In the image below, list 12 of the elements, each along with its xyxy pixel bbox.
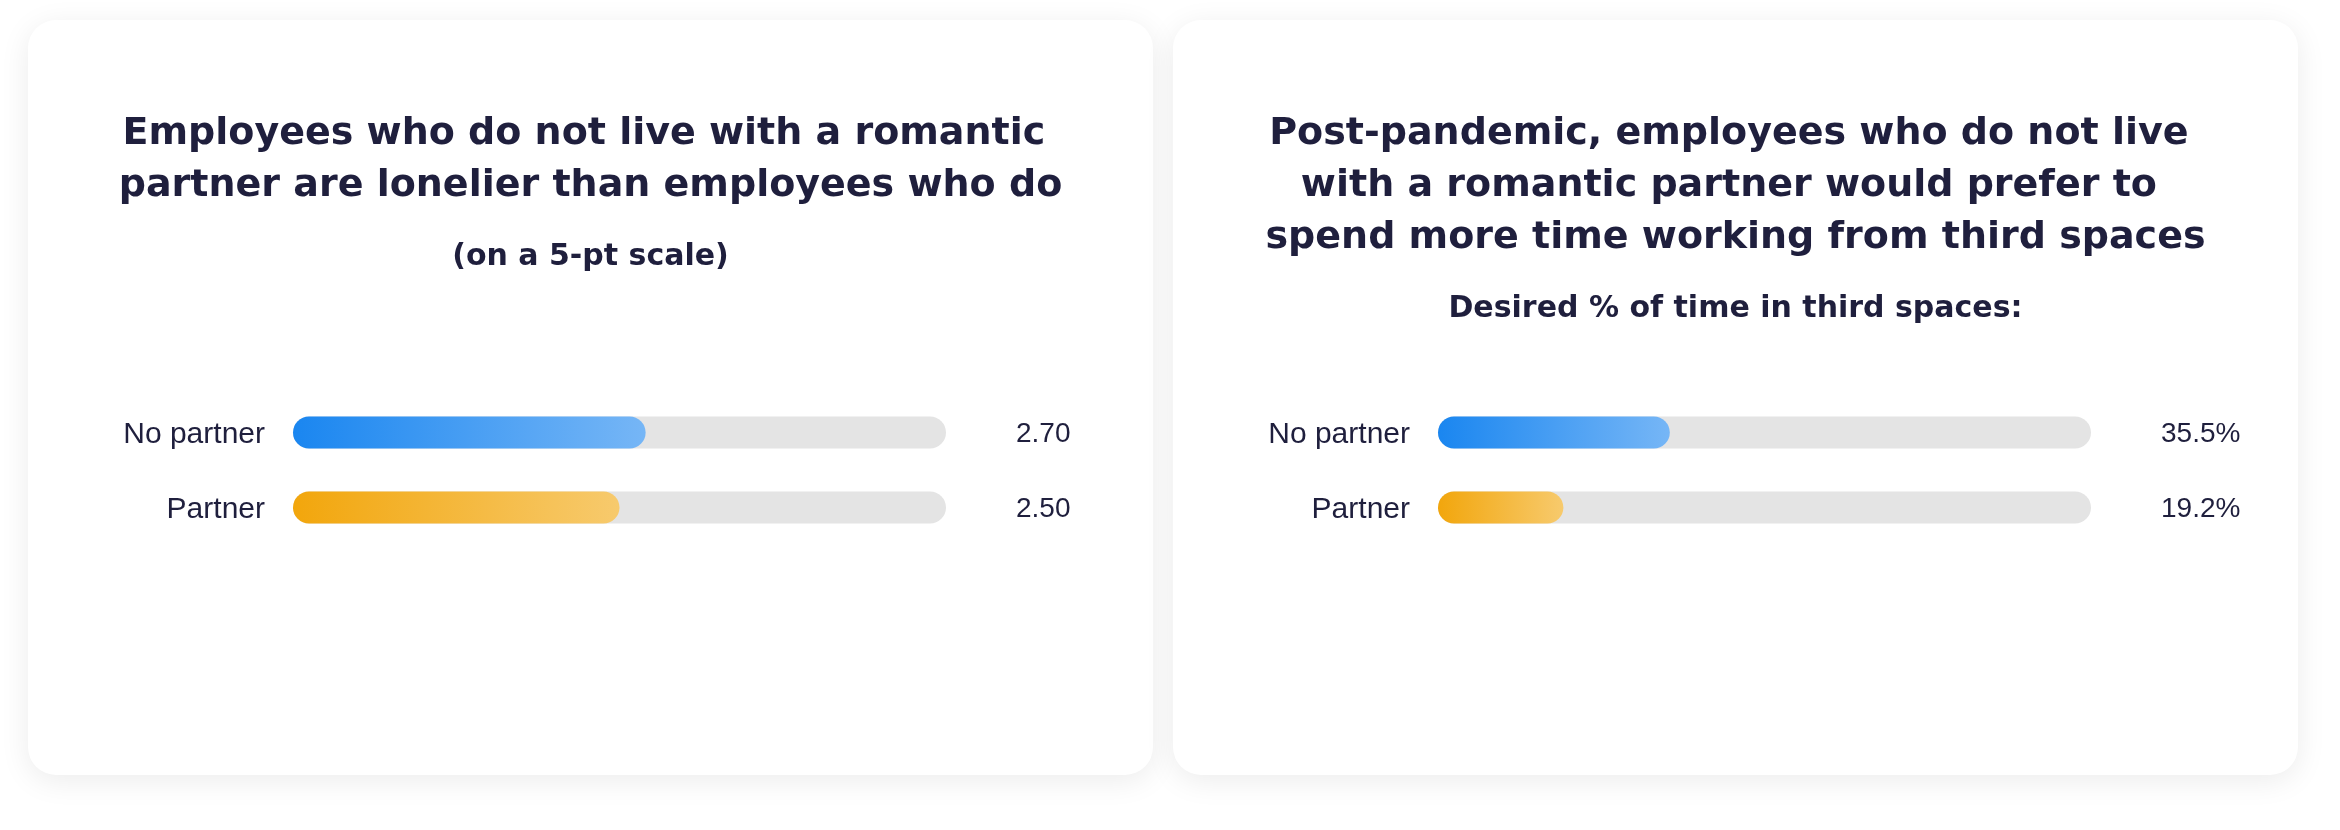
data-label: 2.70: [1016, 417, 1071, 448]
data-label: 2.50: [1016, 492, 1071, 523]
y-tick-label: No partner: [1268, 416, 1410, 449]
data-label: 19.2%: [2161, 492, 2241, 523]
chart-title: Employees who do not live with a romantic partner are lonelier than employees who do: [118, 109, 1063, 205]
chart-subtitle: (on a 5-pt scale): [452, 236, 729, 272]
data-label: 35.5%: [2161, 417, 2241, 448]
chart-title: Post-pandemic, employees who do not live with a romantic partner would prefer to spend more time working from third spaces: [1265, 109, 2206, 257]
y-tick-label: Partner: [1311, 491, 1410, 524]
chart-subtitle: Desired % of time in third spaces:: [1448, 288, 2023, 324]
y-tick-label: No partner: [123, 416, 265, 449]
y-tick-label: Partner: [166, 491, 265, 524]
